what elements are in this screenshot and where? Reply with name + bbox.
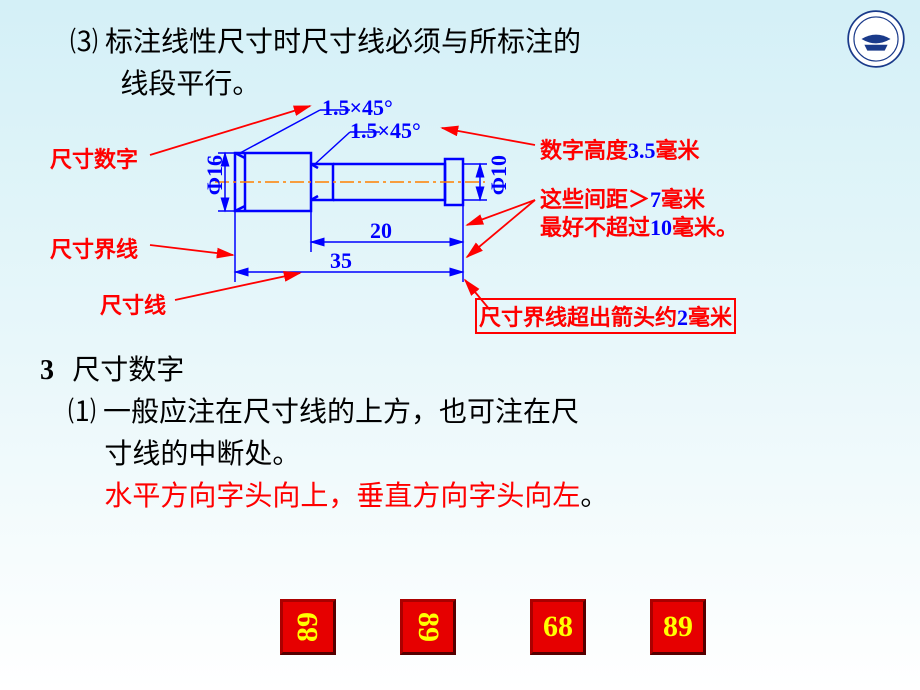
dim-35: 35 (330, 248, 352, 274)
label-ext-line: 尺寸界线 (50, 232, 138, 264)
university-logo (847, 10, 905, 68)
box-text-3: 68 (543, 610, 573, 644)
dim-chamfer-2: 1.5×45° (350, 118, 421, 144)
dim-d16: Φ16 (202, 155, 228, 195)
orientation-box-2: 89 (400, 599, 456, 655)
section-3-num: 3 (40, 355, 54, 386)
label-text-height: 数字高度3.5毫米 (540, 133, 700, 165)
label-dim-number: 尺寸数字 (50, 142, 138, 174)
rule-3-text: ⑶ 标注线性尺寸时尺寸线必须与所标注的 线段平行。 (70, 22, 850, 106)
section-3-rule: 水平方向字头向上，垂直方向字头向左 (104, 481, 580, 512)
label-dim-line: 尺寸线 (100, 288, 166, 320)
rule-3-line1: 标注线性尺寸时尺寸线必须与所标注的 (105, 27, 581, 58)
section-3-sub-line2: 寸线的中断处。 (104, 434, 300, 476)
dim-20: 20 (370, 218, 392, 244)
section-3-rule-suffix: 。 (580, 481, 608, 512)
box-text-4: 89 (663, 610, 693, 644)
section-3-title: 尺寸数字 (72, 355, 184, 386)
orientation-box-1: 89 (280, 599, 336, 655)
rule-3-prefix: ⑶ (70, 27, 98, 58)
section-3-sub-line1: 一般应注在尺寸线的上方，也可注在尺 (103, 397, 579, 428)
box-text-2: 89 (411, 612, 445, 642)
dimension-diagram: 1.5×45° 1.5×45° Φ16 Φ10 20 35 尺寸数字 尺寸界线 … (50, 100, 850, 330)
label-ext-overshoot: 尺寸界线超出箭头约2毫米 (475, 298, 736, 334)
section-3: 3 尺寸数字 ⑴ 一般应注在尺寸线的上方，也可注在尺 寸线的中断处。 水平方向字… (40, 350, 860, 518)
section-3-sub-prefix: ⑴ (68, 397, 96, 428)
box-text-1: 89 (291, 612, 325, 642)
label-spacing-2: 最好不超过10毫米。 (540, 210, 738, 242)
dim-d10: Φ10 (486, 155, 512, 195)
orientation-box-3: 68 (530, 599, 586, 655)
orientation-box-4: 89 (650, 599, 706, 655)
